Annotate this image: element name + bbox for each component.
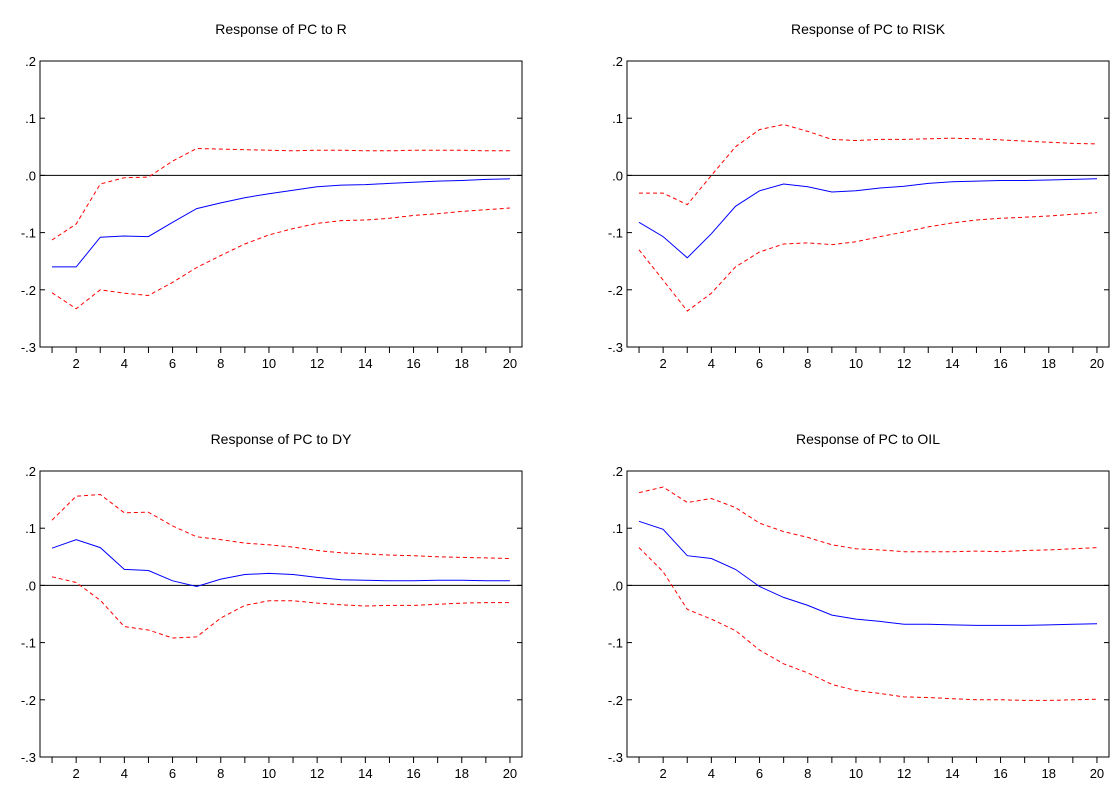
x-tick-label: 12 [310, 356, 324, 371]
x-tick-label: 4 [121, 356, 128, 371]
x-tick-label: 10 [262, 766, 276, 781]
x-tick-label: 12 [897, 766, 911, 781]
chart-panel-1: Response of PC to R -.3 -.2 -.1 .0 .1 .2 2 4 6 8 10… [21, 21, 523, 371]
x-tick-label: 14 [358, 766, 372, 781]
lower-band-line [638, 547, 1098, 701]
response-line [52, 178, 510, 268]
plot-frame [39, 470, 523, 758]
plot-frame [626, 60, 1110, 348]
response-line [638, 178, 1098, 259]
chart-panel-3: Response of PC to DY -.3 -.2 -.1 .0 .1 .2 2 4 6 8 1… [21, 431, 523, 781]
y-tick-label: .1 [25, 111, 36, 126]
x-tick-label: 14 [945, 766, 959, 781]
x-tick-label: 2 [660, 356, 667, 371]
chart-title: Response of PC to DY [211, 431, 353, 447]
x-tick-label: 8 [217, 766, 224, 781]
upper-band-line [638, 486, 1098, 553]
y-tick-label: -.3 [608, 750, 623, 765]
y-tick-label: -.1 [21, 226, 36, 241]
y-tick-label: .2 [612, 54, 623, 69]
chart-title: Response of PC to OIL [796, 431, 940, 447]
y-tick-label: -.2 [608, 283, 623, 298]
lower-band-line [51, 576, 510, 639]
x-tick-label: 6 [756, 356, 763, 371]
x-tick-label: 2 [660, 766, 667, 781]
x-tick-label: 12 [897, 356, 911, 371]
y-tick-label: -.2 [608, 693, 623, 708]
chart-title: Response of PC to R [215, 21, 347, 37]
x-tick-label: 12 [310, 766, 324, 781]
x-tick-label: 18 [1042, 356, 1056, 371]
y-tick-label: .0 [25, 168, 36, 183]
upper-band-line [639, 123, 1098, 206]
x-tick-label: 8 [804, 356, 811, 371]
x-tick-label: 8 [217, 356, 224, 371]
y-tick-label: -.3 [21, 340, 36, 355]
x-tick-label: 20 [1090, 356, 1104, 371]
y-tick-label: -.1 [608, 226, 623, 241]
x-tick-label: 4 [708, 766, 715, 781]
x-tick-label: 16 [993, 766, 1007, 781]
y-tick-label: -.1 [21, 636, 36, 651]
x-tick-label: 10 [849, 356, 863, 371]
y-tick-label: -.3 [21, 750, 36, 765]
x-tick-label: 10 [849, 766, 863, 781]
x-tick-label: 20 [503, 356, 517, 371]
upper-band-line [51, 493, 510, 559]
x-tick-label: 16 [406, 356, 420, 371]
plot-frame [39, 60, 523, 348]
x-tick-label: 18 [455, 766, 469, 781]
x-tick-label: 2 [73, 356, 80, 371]
x-tick-label: 4 [121, 766, 128, 781]
y-tick-label: -.2 [21, 693, 36, 708]
y-tick-label: .1 [612, 111, 623, 126]
y-tick-label: .0 [25, 578, 36, 593]
y-tick-label: .2 [25, 54, 36, 69]
y-tick-label: .0 [612, 168, 623, 183]
x-tick-label: 20 [1090, 766, 1104, 781]
x-tick-label: 18 [455, 356, 469, 371]
y-tick-label: .0 [612, 578, 623, 593]
y-tick-label: .2 [25, 464, 36, 479]
x-tick-label: 6 [169, 356, 176, 371]
y-tick-label: -.3 [608, 340, 623, 355]
plot-frame [626, 470, 1110, 758]
x-tick-label: 14 [358, 356, 372, 371]
response-line [638, 520, 1098, 626]
x-tick-label: 10 [262, 356, 276, 371]
x-tick-label: 4 [708, 356, 715, 371]
y-tick-label: -.2 [21, 283, 36, 298]
x-tick-label: 6 [756, 766, 763, 781]
response-line [51, 539, 510, 588]
upper-band-line [51, 147, 510, 241]
x-tick-label: 16 [406, 766, 420, 781]
x-tick-label: 18 [1042, 766, 1056, 781]
x-tick-label: 20 [503, 766, 517, 781]
x-tick-label: 8 [804, 766, 811, 781]
chart-title: Response of PC to RISK [791, 21, 946, 37]
lower-band-line [51, 207, 510, 310]
x-tick-label: 2 [73, 766, 80, 781]
y-tick-label: .2 [612, 464, 623, 479]
lower-band-line [638, 212, 1098, 312]
x-tick-label: 14 [945, 356, 959, 371]
x-tick-label: 6 [169, 766, 176, 781]
x-tick-label: 16 [993, 356, 1007, 371]
y-tick-label: .1 [612, 521, 623, 536]
chart-panel-4: Response of PC to OIL -.3 -.2 -.1 .0 .1 .2 2 4 6 8… [608, 431, 1110, 781]
y-tick-label: -.1 [608, 636, 623, 651]
y-tick-label: .1 [25, 521, 36, 536]
chart-panel-2: Response of PC to RISK -.3 -.2 -.1 .0 .1 .2 2 4 6… [608, 21, 1110, 371]
